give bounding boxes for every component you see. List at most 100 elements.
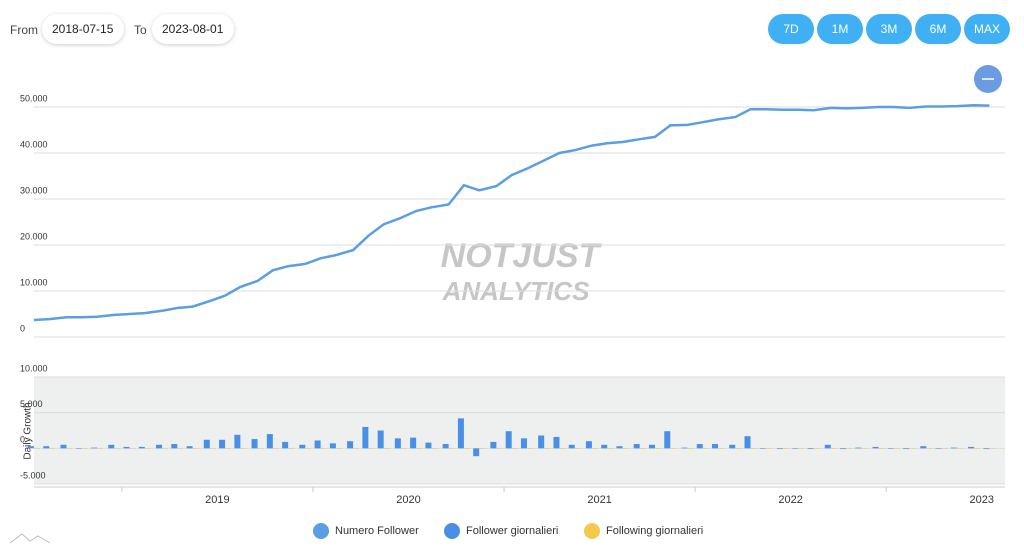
- y-tick-label: 0: [20, 323, 25, 333]
- y-tick-label: 30.000: [20, 185, 48, 195]
- bar: [909, 448, 916, 449]
- bar: [383, 448, 390, 449]
- bar: [505, 431, 512, 449]
- x-tick-label: 2021: [587, 494, 611, 506]
- bar: [585, 441, 592, 449]
- bar: [783, 448, 789, 449]
- bar: [639, 448, 646, 449]
- bar: [983, 448, 990, 450]
- bar: [305, 448, 312, 449]
- bar: [108, 444, 115, 449]
- y-tick-label: 40.000: [20, 139, 48, 149]
- bar: [473, 448, 480, 457]
- from-label: From: [10, 23, 38, 37]
- bar: [272, 448, 279, 449]
- bar: [377, 430, 384, 449]
- bar: [114, 448, 121, 449]
- range-button[interactable]: MAX: [964, 14, 1010, 44]
- x-tick-label: 2020: [396, 494, 420, 506]
- to-label: To: [134, 23, 147, 37]
- bar: [553, 436, 560, 449]
- bar: [520, 438, 527, 449]
- legend-marker[interactable]: [584, 523, 600, 539]
- bar: [926, 448, 933, 449]
- bar: [607, 448, 614, 449]
- bar: [209, 448, 216, 449]
- bar: [893, 448, 900, 449]
- bar: [234, 434, 241, 449]
- range-button[interactable]: 1M: [817, 14, 863, 44]
- bar: [974, 448, 981, 449]
- bar: [496, 448, 503, 449]
- bar: [75, 448, 82, 449]
- bar: [225, 448, 232, 449]
- bar: [920, 446, 927, 449]
- y-tick-label: 50.000: [20, 93, 48, 103]
- bar: [353, 448, 360, 449]
- y-tick-label: 0: [20, 435, 25, 445]
- panel-background: [34, 377, 1005, 484]
- bar: [299, 444, 306, 449]
- bar: [941, 448, 948, 449]
- bar: [400, 448, 407, 449]
- bar: [654, 448, 661, 449]
- bar: [702, 448, 709, 449]
- bar: [681, 447, 688, 449]
- bar: [813, 448, 820, 449]
- bar: [156, 444, 163, 449]
- bar: [798, 448, 805, 449]
- bar: [257, 448, 264, 449]
- y-tick-label: 20.000: [20, 231, 48, 241]
- bar: [240, 448, 247, 449]
- bar: [729, 444, 736, 449]
- bar: [777, 448, 783, 450]
- legend-marker[interactable]: [313, 523, 329, 539]
- bar: [712, 444, 719, 449]
- range-button[interactable]: 7D: [768, 14, 814, 44]
- bar: [538, 435, 545, 449]
- bar: [28, 446, 34, 449]
- bar: [123, 446, 130, 449]
- bar: [314, 440, 321, 449]
- bar: [903, 448, 910, 450]
- bar: [177, 448, 184, 449]
- bar: [91, 447, 98, 449]
- bar: [526, 448, 533, 449]
- y-tick-label: 5.000: [20, 399, 43, 409]
- bar: [425, 442, 432, 449]
- from-date[interactable]: 2018-07-15: [42, 14, 124, 44]
- legend-label: Numero Follower: [335, 525, 419, 537]
- legend-marker[interactable]: [444, 523, 460, 539]
- bar: [574, 448, 581, 449]
- bar: [861, 448, 868, 449]
- bar: [171, 444, 178, 449]
- bar: [792, 448, 799, 449]
- bar: [616, 446, 623, 449]
- bar: [622, 448, 629, 449]
- bar: [968, 446, 975, 449]
- bar: [807, 448, 814, 450]
- bar: [138, 446, 145, 449]
- bar: [479, 448, 486, 449]
- bar: [335, 448, 342, 449]
- bar: [950, 447, 957, 449]
- bar: [282, 441, 289, 449]
- bar: [824, 444, 831, 449]
- toolbar: From 2018-07-15 To 2023-08-01 7D 1M 3M 6…: [0, 0, 1024, 60]
- bar: [431, 448, 438, 449]
- bar: [846, 448, 853, 449]
- bar: [347, 441, 354, 449]
- to-date[interactable]: 2023-08-01: [152, 14, 234, 44]
- bar: [735, 448, 742, 449]
- bar: [511, 448, 518, 449]
- bar: [878, 448, 885, 449]
- range-button[interactable]: 6M: [915, 14, 961, 44]
- bar: [60, 444, 67, 449]
- legend-label: Follower giornalieri: [466, 525, 558, 537]
- bar: [251, 439, 258, 449]
- bar: [416, 448, 423, 449]
- bar: [129, 448, 136, 449]
- range-button[interactable]: 3M: [866, 14, 912, 44]
- bar: [568, 444, 575, 449]
